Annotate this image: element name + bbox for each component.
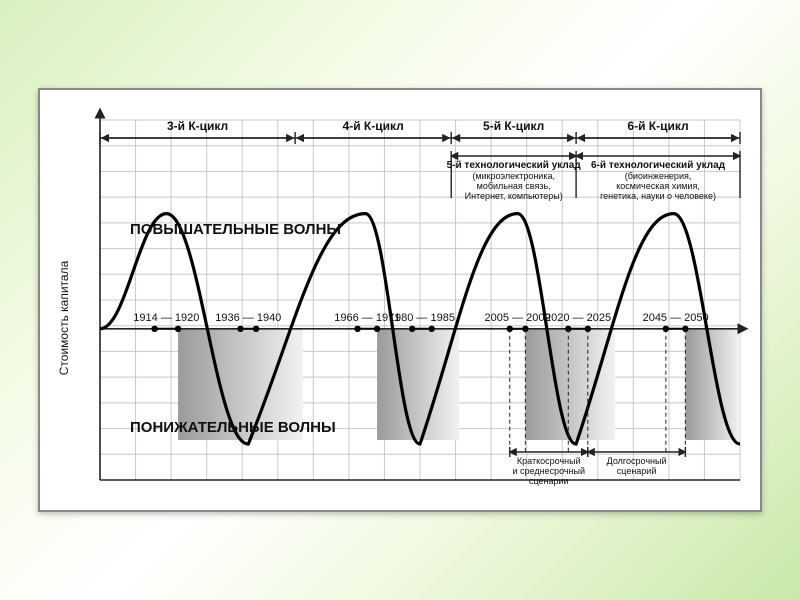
svg-text:ПОВЫШАТЕЛЬНЫЕ ВОЛНЫ: ПОВЫШАТЕЛЬНЫЕ ВОЛНЫ	[130, 221, 341, 238]
y-axis-label: Стоимость капитала	[57, 260, 71, 375]
chart-panel: 3-й К-цикл 4-й К-цикл 5-й К-цикл 6-й К-цикл…	[38, 88, 762, 512]
svg-text:2045 — 2050: 2045 — 2050	[643, 312, 709, 324]
svg-text:6-й технологический уклад: 6-й технологический уклад	[591, 160, 726, 171]
svg-text:2005 — 2009: 2005 — 2009	[485, 312, 551, 324]
page-background: 3-й К-цикл 4-й К-цикл 5-й К-цикл 6-й К-цикл…	[0, 0, 800, 600]
svg-text:3-й К-цикл: 3-й К-цикл	[167, 119, 228, 133]
svg-text:1936 — 1940: 1936 — 1940	[215, 312, 281, 324]
svg-text:(микроэлектроника,: (микроэлектроника,	[472, 171, 555, 181]
svg-text:4-й К-цикл: 4-й К-цикл	[343, 119, 404, 133]
svg-text:Краткосрочный: Краткосрочный	[517, 456, 581, 466]
svg-text:2020 — 2025: 2020 — 2025	[545, 312, 611, 324]
svg-text:и среднесрочный: и среднесрочный	[513, 466, 586, 476]
svg-text:ПОНИЖАТЕЛЬНЫЕ ВОЛНЫ: ПОНИЖАТЕЛЬНЫЕ ВОЛНЫ	[130, 419, 336, 436]
svg-text:генетика, науки о человеке): генетика, науки о человеке)	[600, 191, 716, 201]
svg-text:5-й технологический уклад: 5-й технологический уклад	[447, 160, 582, 171]
svg-text:сценарии: сценарии	[529, 476, 569, 486]
svg-text:1980 — 1985: 1980 — 1985	[389, 312, 455, 324]
svg-text:мобильная связь,: мобильная связь,	[477, 181, 551, 191]
svg-text:6-й К-цикл: 6-й К-цикл	[627, 119, 688, 133]
svg-text:5-й К-цикл: 5-й К-цикл	[483, 119, 544, 133]
kondratieff-chart: 3-й К-цикл 4-й К-цикл 5-й К-цикл 6-й К-цикл…	[40, 90, 760, 510]
svg-text:(биоинженерия,: (биоинженерия,	[625, 171, 692, 181]
svg-text:1914 — 1920: 1914 — 1920	[133, 312, 199, 324]
svg-text:сценарий: сценарий	[617, 466, 657, 476]
svg-text:Долгосрочный: Долгосрочный	[607, 456, 667, 466]
svg-text:космическая химия,: космическая химия,	[616, 181, 700, 191]
svg-text:Интернет, компьютеры): Интернет, компьютеры)	[465, 191, 563, 201]
